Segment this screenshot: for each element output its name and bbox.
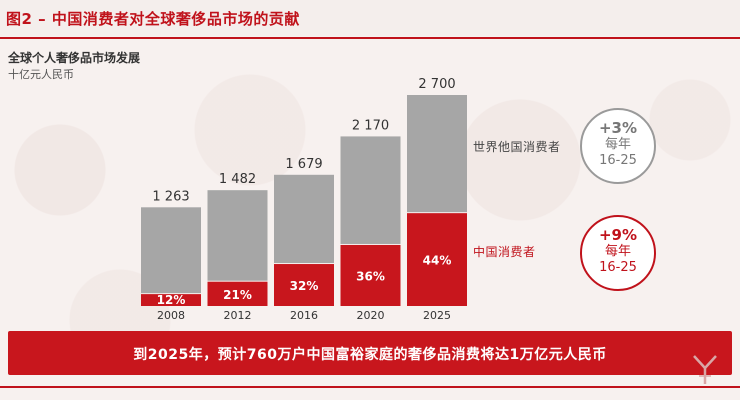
world-growth-period: 每年 [604, 137, 631, 152]
bottom-divider [0, 386, 740, 388]
bar-china-2016 [274, 264, 334, 306]
total-label-2012: 1 482 [219, 172, 256, 187]
total-label-2016: 1 679 [285, 157, 322, 172]
world-growth-badge: +3% 每年 16-25 [580, 108, 656, 184]
chart-unit: 十亿元人民币 [8, 68, 74, 81]
summary-banner: 到2025年，预计760万户中国富裕家庭的奢侈品消费将达1万亿元人民币 [8, 331, 732, 375]
bar-china-2008 [141, 294, 201, 306]
total-label-2020: 2 170 [352, 118, 389, 133]
bar-world-2016 [274, 174, 334, 264]
title-bar: 图2 – 中国消费者对全球奢侈品市场的贡献 [0, 0, 740, 36]
x-tick-2020: 2020 [357, 309, 385, 322]
bar-chart: 1 263 12% 2008 1 482 21% 2012 1 679 32% 2016 2 17… [141, 77, 467, 322]
share-label-2025: 44% [423, 254, 452, 268]
bar-world-2012 [207, 190, 268, 281]
china-growth-rate: +9% [598, 226, 638, 244]
total-label-2025: 2 700 [418, 77, 455, 92]
china-growth-range: 16-25 [599, 260, 637, 275]
title-divider [0, 37, 740, 39]
share-label-2020: 36% [356, 269, 385, 283]
x-tick-2012: 2012 [224, 309, 252, 322]
share-label-2012: 21% [223, 288, 252, 302]
brand-logo-icon [693, 355, 717, 384]
world-growth-rate: +3% [598, 119, 638, 137]
bar-china-2025 [407, 213, 467, 306]
world-growth-range: 16-25 [599, 153, 637, 168]
chart-title: 全球个人奢侈品市场发展 [8, 51, 141, 65]
china-growth-badge: +9% 每年 16-25 [580, 215, 656, 291]
page-title: 图2 – 中国消费者对全球奢侈品市场的贡献 [6, 10, 300, 28]
share-label-2016: 32% [290, 279, 319, 293]
summary-banner-text: 到2025年，预计760万户中国富裕家庭的奢侈品消费将达1万亿元人民币 [133, 347, 607, 363]
x-tick-2008: 2008 [157, 309, 185, 322]
share-label-2008: 12% [157, 293, 186, 307]
bar-world-2025 [407, 95, 467, 213]
bar-china-2020 [340, 244, 401, 306]
bar-world-2020 [340, 136, 401, 244]
bar-china-2012 [207, 281, 268, 306]
bar-world-2008 [141, 207, 201, 294]
legend-world-consumers: 世界他国消费者 [473, 140, 561, 154]
x-tick-2025: 2025 [423, 309, 451, 322]
x-tick-2016: 2016 [290, 309, 318, 322]
legend-china-consumers: 中国消费者 [473, 245, 536, 259]
total-label-2008: 1 263 [152, 189, 189, 204]
china-growth-period: 每年 [604, 244, 631, 259]
